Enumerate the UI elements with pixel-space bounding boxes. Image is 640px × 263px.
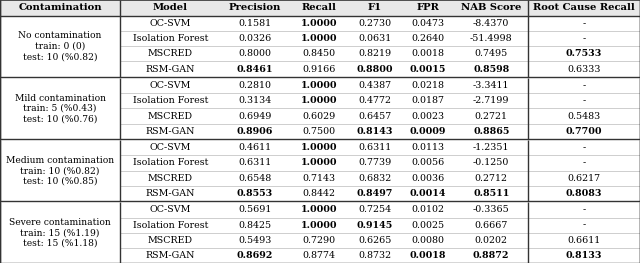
Text: -: -: [582, 205, 586, 214]
Text: 0.0023: 0.0023: [412, 112, 445, 120]
Text: OC-SVM: OC-SVM: [150, 19, 191, 28]
Text: 0.6265: 0.6265: [358, 236, 392, 245]
Text: 1.0000: 1.0000: [301, 19, 337, 28]
Text: 0.8133: 0.8133: [566, 251, 602, 260]
Text: 0.0018: 0.0018: [410, 251, 446, 260]
Text: 0.0102: 0.0102: [412, 205, 445, 214]
Text: 0.7500: 0.7500: [303, 127, 335, 136]
Text: 0.6311: 0.6311: [358, 143, 392, 152]
Text: -0.3365: -0.3365: [473, 205, 509, 214]
Text: 0.2810: 0.2810: [238, 81, 271, 90]
Text: 0.8872: 0.8872: [473, 251, 509, 260]
Text: -3.3411: -3.3411: [473, 81, 509, 90]
Text: 0.8143: 0.8143: [356, 127, 394, 136]
Text: 0.8865: 0.8865: [473, 127, 509, 136]
Bar: [0, 0, 640, 16]
Text: -1.2351: -1.2351: [473, 143, 509, 152]
Text: 0.4387: 0.4387: [358, 81, 392, 90]
Text: 0.8219: 0.8219: [358, 49, 392, 58]
Text: 0.5483: 0.5483: [567, 112, 600, 120]
Text: 0.8692: 0.8692: [237, 251, 273, 260]
Text: 0.8425: 0.8425: [238, 221, 271, 230]
Text: RSM-GAN: RSM-GAN: [145, 64, 195, 74]
Text: 0.9166: 0.9166: [302, 64, 335, 74]
Text: 0.9145: 0.9145: [357, 221, 393, 230]
Text: 0.2730: 0.2730: [358, 19, 392, 28]
Text: 0.7533: 0.7533: [566, 49, 602, 58]
Text: 0.8083: 0.8083: [566, 189, 602, 198]
Text: 1.0000: 1.0000: [301, 96, 337, 105]
Text: 0.8497: 0.8497: [357, 189, 393, 198]
Text: Isolation Forest: Isolation Forest: [132, 159, 208, 168]
Text: 0.0018: 0.0018: [412, 49, 445, 58]
Text: MSCRED: MSCRED: [148, 49, 193, 58]
Text: 0.7143: 0.7143: [303, 174, 335, 183]
Text: 0.8906: 0.8906: [237, 127, 273, 136]
Text: 0.8732: 0.8732: [358, 251, 392, 260]
Text: 0.5691: 0.5691: [238, 205, 271, 214]
Text: 1.0000: 1.0000: [301, 81, 337, 90]
Text: 0.5493: 0.5493: [238, 236, 271, 245]
Text: 1.0000: 1.0000: [301, 143, 337, 152]
Text: -: -: [582, 143, 586, 152]
Bar: [0, 202, 640, 263]
Text: MSCRED: MSCRED: [148, 174, 193, 183]
Text: RSM-GAN: RSM-GAN: [145, 127, 195, 136]
Text: Isolation Forest: Isolation Forest: [132, 221, 208, 230]
Text: -2.7199: -2.7199: [473, 96, 509, 105]
Text: 0.0113: 0.0113: [412, 143, 445, 152]
Text: 0.8553: 0.8553: [237, 189, 273, 198]
Text: 0.8450: 0.8450: [303, 49, 335, 58]
Bar: [0, 78, 640, 139]
Text: 0.7290: 0.7290: [303, 236, 335, 245]
Text: 0.8800: 0.8800: [356, 64, 394, 74]
Text: F1: F1: [368, 3, 382, 13]
Text: -51.4998: -51.4998: [470, 34, 513, 43]
Text: 0.8511: 0.8511: [473, 189, 509, 198]
Text: 0.6333: 0.6333: [567, 64, 601, 74]
Text: 1.0000: 1.0000: [301, 34, 337, 43]
Text: RSM-GAN: RSM-GAN: [145, 251, 195, 260]
Text: Isolation Forest: Isolation Forest: [132, 96, 208, 105]
Text: OC-SVM: OC-SVM: [150, 143, 191, 152]
Text: 0.0202: 0.0202: [475, 236, 508, 245]
Text: 0.4611: 0.4611: [238, 143, 271, 152]
Text: 0.0631: 0.0631: [358, 34, 392, 43]
Text: 0.6311: 0.6311: [238, 159, 271, 168]
Text: 0.8442: 0.8442: [303, 189, 335, 198]
Bar: [0, 16, 640, 77]
Text: 0.0014: 0.0014: [410, 189, 446, 198]
Text: 0.7739: 0.7739: [358, 159, 392, 168]
Text: -8.4370: -8.4370: [473, 19, 509, 28]
Text: 0.6832: 0.6832: [358, 174, 392, 183]
Text: 0.0056: 0.0056: [412, 159, 445, 168]
Text: MSCRED: MSCRED: [148, 236, 193, 245]
Text: FPR: FPR: [417, 3, 440, 13]
Text: 0.6949: 0.6949: [238, 112, 271, 120]
Text: 0.3134: 0.3134: [238, 96, 271, 105]
Text: 0.0025: 0.0025: [412, 221, 445, 230]
Text: Model: Model: [153, 3, 188, 13]
Text: Severe contamination
train: 15 (%1.19)
test: 15 (%1.18): Severe contamination train: 15 (%1.19) t…: [9, 218, 111, 247]
Text: 0.0218: 0.0218: [412, 81, 445, 90]
Text: 0.6548: 0.6548: [238, 174, 271, 183]
Text: -: -: [582, 19, 586, 28]
Text: RSM-GAN: RSM-GAN: [145, 189, 195, 198]
Text: 0.0036: 0.0036: [412, 174, 445, 183]
Text: -: -: [582, 221, 586, 230]
Text: -: -: [582, 159, 586, 168]
Text: 0.0080: 0.0080: [412, 236, 445, 245]
Text: 0.6667: 0.6667: [474, 221, 508, 230]
Text: Medium contamination
train: 10 (%0.82)
test: 10 (%0.85): Medium contamination train: 10 (%0.82) t…: [6, 156, 114, 185]
Text: 0.8000: 0.8000: [238, 49, 271, 58]
Text: 0.0187: 0.0187: [412, 96, 445, 105]
Text: 0.0326: 0.0326: [238, 34, 271, 43]
Text: 0.6217: 0.6217: [568, 174, 600, 183]
Text: Precision: Precision: [228, 3, 281, 13]
Text: 0.4772: 0.4772: [358, 96, 392, 105]
Text: 0.6611: 0.6611: [567, 236, 600, 245]
Text: 0.2721: 0.2721: [475, 112, 508, 120]
Text: 0.8461: 0.8461: [237, 64, 273, 74]
Text: OC-SVM: OC-SVM: [150, 205, 191, 214]
Text: 0.7495: 0.7495: [475, 49, 508, 58]
